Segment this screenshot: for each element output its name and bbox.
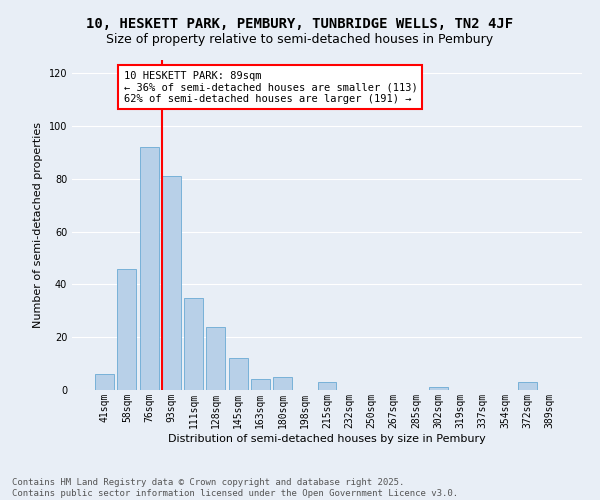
Bar bbox=[162, 176, 181, 390]
Bar bbox=[184, 298, 203, 390]
Bar bbox=[118, 268, 136, 390]
Text: Size of property relative to semi-detached houses in Pembury: Size of property relative to semi-detach… bbox=[106, 32, 494, 46]
Bar bbox=[251, 380, 270, 390]
Y-axis label: Number of semi-detached properties: Number of semi-detached properties bbox=[33, 122, 43, 328]
Bar bbox=[140, 147, 158, 390]
Bar bbox=[229, 358, 248, 390]
Bar bbox=[317, 382, 337, 390]
Bar bbox=[273, 377, 292, 390]
X-axis label: Distribution of semi-detached houses by size in Pembury: Distribution of semi-detached houses by … bbox=[168, 434, 486, 444]
Text: Contains HM Land Registry data © Crown copyright and database right 2025.
Contai: Contains HM Land Registry data © Crown c… bbox=[12, 478, 458, 498]
Bar bbox=[95, 374, 114, 390]
Bar bbox=[518, 382, 536, 390]
Bar bbox=[429, 388, 448, 390]
Text: 10 HESKETT PARK: 89sqm
← 36% of semi-detached houses are smaller (113)
62% of se: 10 HESKETT PARK: 89sqm ← 36% of semi-det… bbox=[124, 70, 417, 104]
Bar bbox=[206, 326, 225, 390]
Text: 10, HESKETT PARK, PEMBURY, TUNBRIDGE WELLS, TN2 4JF: 10, HESKETT PARK, PEMBURY, TUNBRIDGE WEL… bbox=[86, 18, 514, 32]
